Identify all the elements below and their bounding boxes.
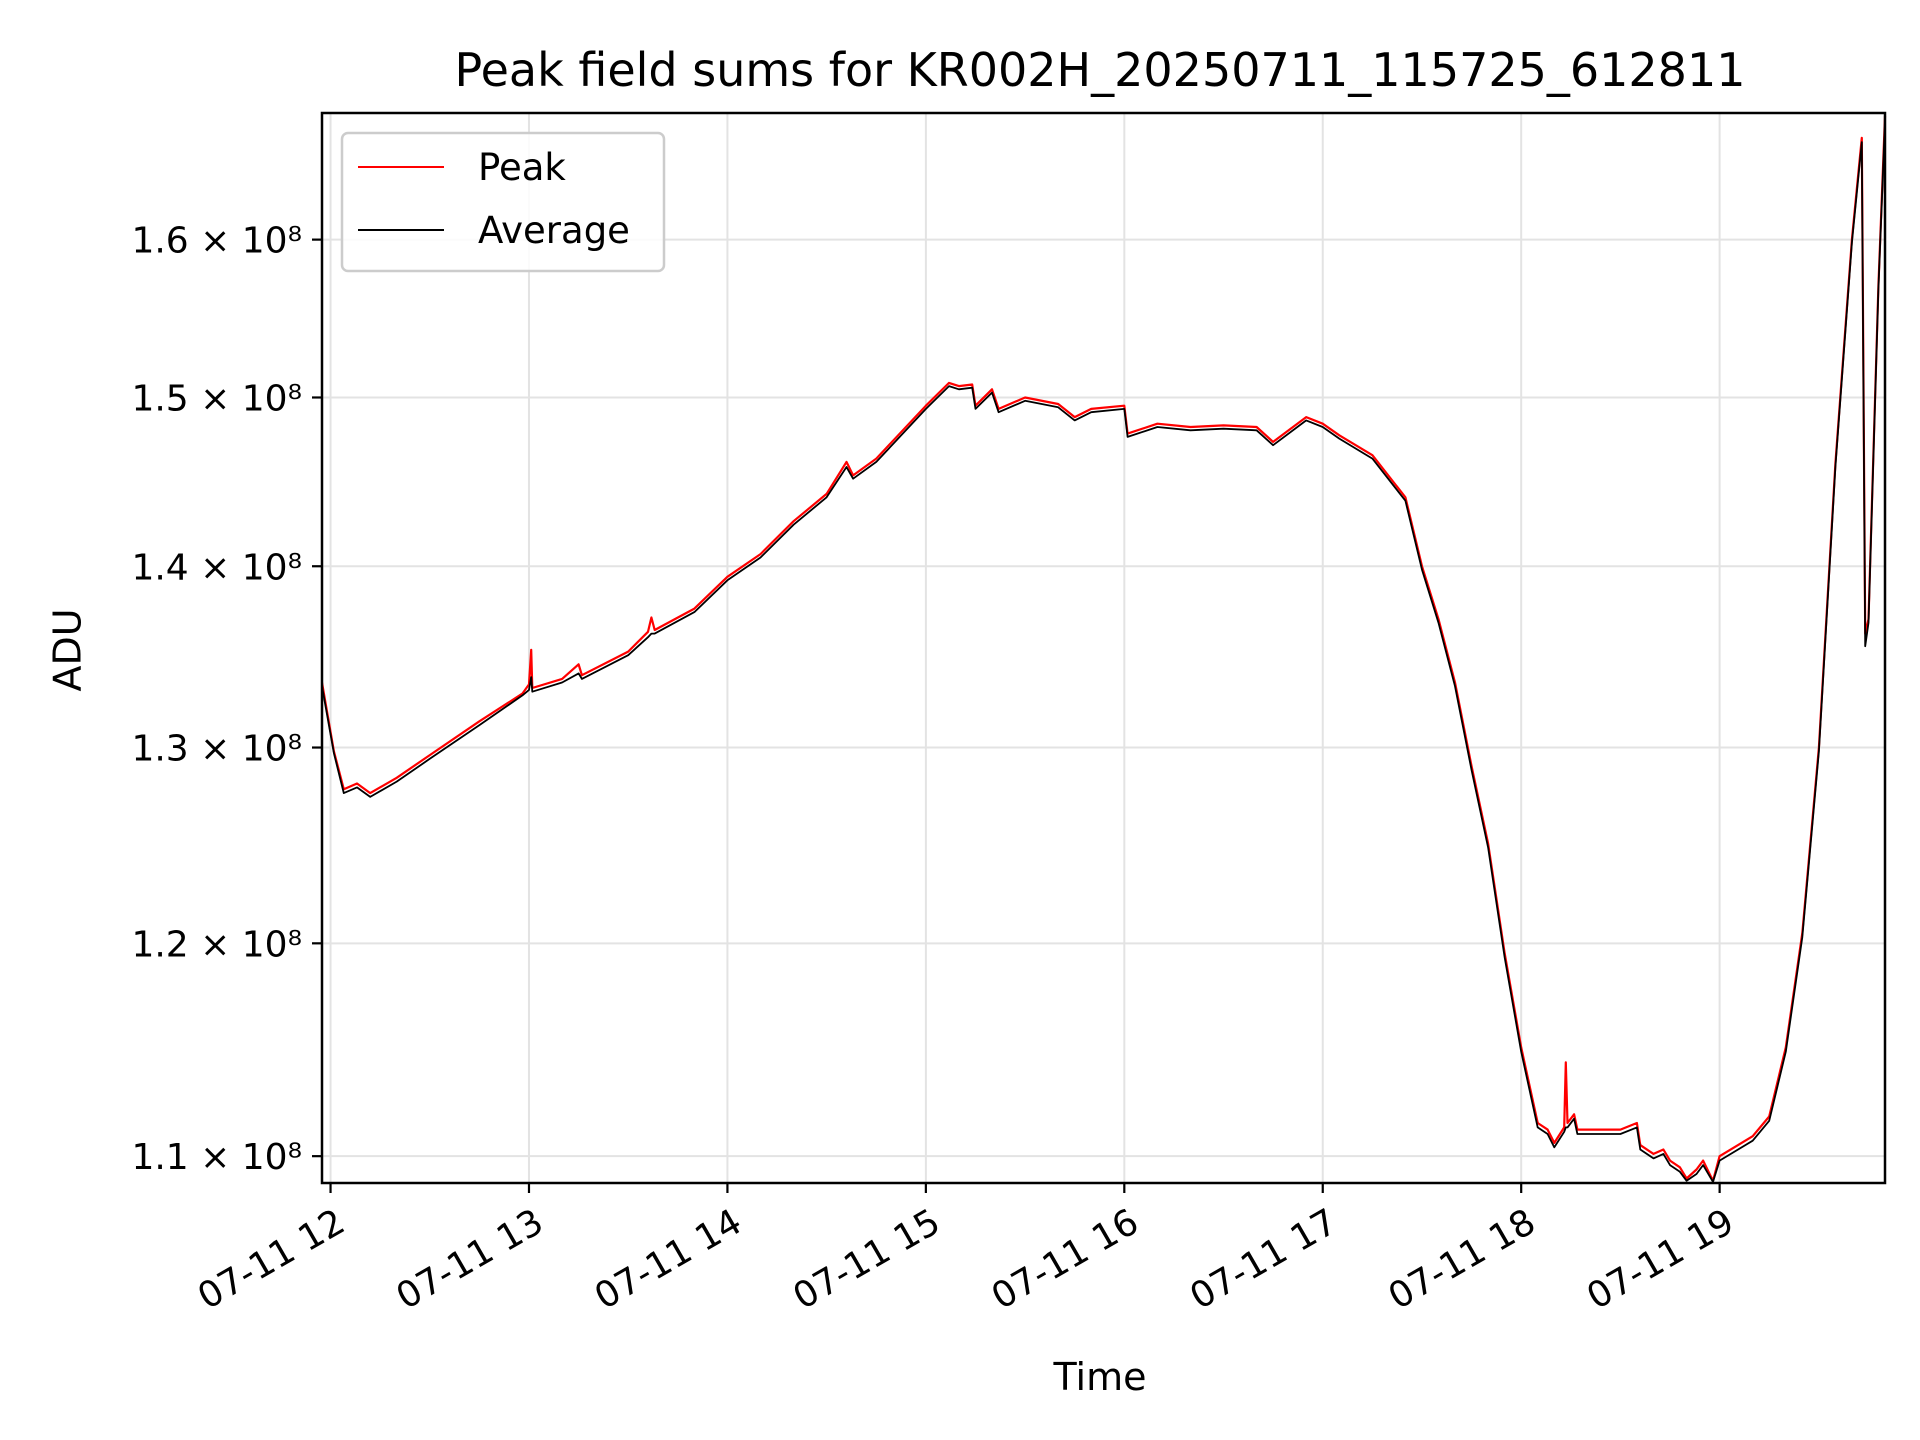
y-tick-label-0: 1.1 × 10⁸ [131, 1137, 302, 1178]
x-tick-label-4: 07-11 16 [985, 1201, 1146, 1317]
series-lines [320, 115, 1887, 1183]
x-tick-label-0: 07-11 12 [191, 1201, 352, 1317]
series-line-average [321, 120, 1886, 1183]
x-tick-label-5: 07-11 17 [1183, 1201, 1344, 1317]
y-tick-label-4: 1.5 × 10⁸ [131, 378, 302, 419]
y-tick-label-1: 1.2 × 10⁸ [131, 924, 302, 965]
y-axis-label: ADU [46, 608, 90, 691]
x-axis-label: Time [1053, 1355, 1147, 1399]
legend: Peak Average [340, 131, 666, 273]
grid-lines [322, 113, 1885, 1183]
x-tick-label-1: 07-11 13 [390, 1201, 551, 1317]
axis-ticks: 07-11 12 07-11 13 07-11 14 07-11 15 07-11 16… [131, 221, 1740, 1318]
y-tick-label-3: 1.4 × 10⁸ [131, 547, 302, 588]
x-tick-label-2: 07-11 14 [588, 1201, 749, 1317]
y-tick-label-2: 1.3 × 10⁸ [131, 729, 302, 770]
legend-label-average: Average [478, 209, 630, 252]
x-tick-label-7: 07-11 19 [1580, 1201, 1741, 1317]
series-line-peak [320, 115, 1887, 1182]
x-tick-label-3: 07-11 15 [786, 1201, 947, 1317]
plot-area-frame [320, 111, 1887, 1185]
x-tick-label-6: 07-11 18 [1382, 1201, 1543, 1317]
chart-title: Peak field sums for KR002H_20250711_1157… [455, 43, 1746, 97]
legend-label-peak: Peak [478, 146, 566, 189]
y-tick-label-5: 1.6 × 10⁸ [131, 221, 302, 262]
